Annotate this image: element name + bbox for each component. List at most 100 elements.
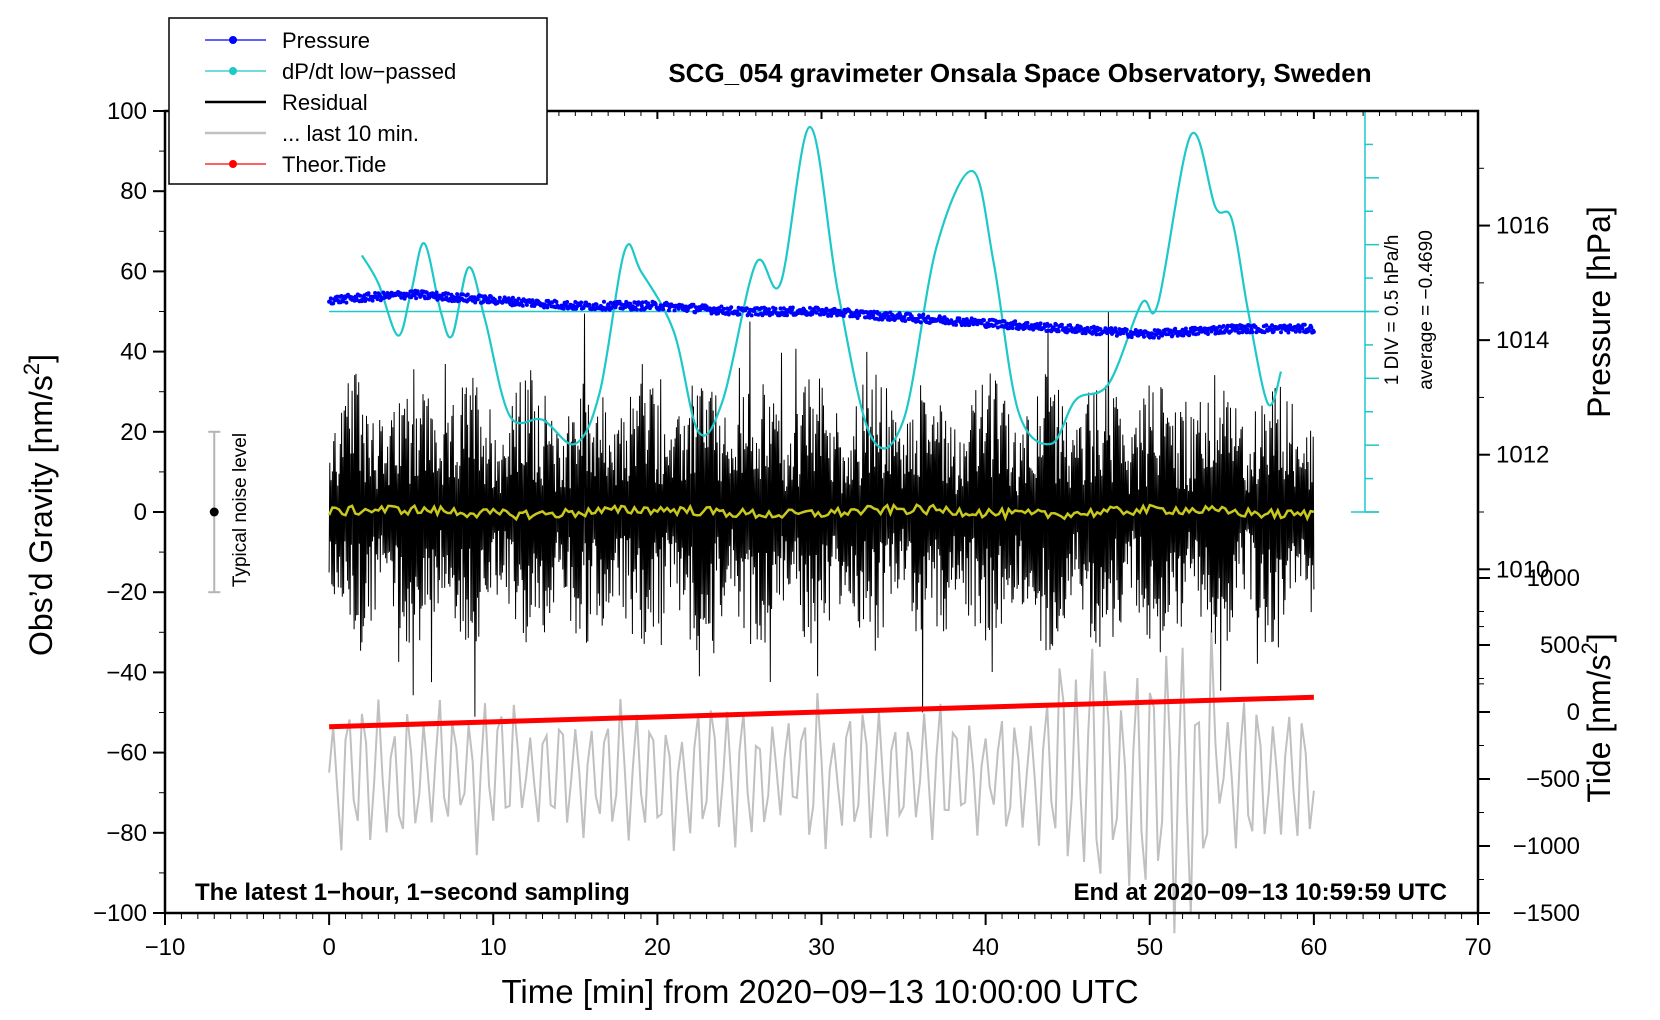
y-tick-label: 40	[120, 339, 147, 366]
pressure-point	[835, 313, 840, 318]
pressure-point	[818, 312, 823, 317]
y-tick-label: 20	[120, 419, 147, 446]
pressure-point	[1234, 323, 1239, 328]
pressure-point	[921, 312, 926, 317]
pressure-point	[460, 292, 465, 297]
pressure-point	[344, 300, 349, 305]
pressure-point	[1244, 330, 1249, 335]
pressure-point	[1091, 324, 1096, 329]
pressure-point	[1013, 319, 1018, 324]
pressure-point	[749, 313, 754, 318]
pressure-point	[1152, 328, 1157, 333]
tide-axis-label-suffix: ]	[1581, 633, 1617, 642]
pressure-point	[790, 305, 795, 310]
plot-area	[208, 110, 1379, 934]
x-tick-label: 20	[644, 934, 671, 961]
pressure-point	[871, 313, 876, 318]
pressure-point	[646, 301, 651, 306]
pressure-point	[1124, 327, 1129, 332]
y-axis-label: Obs’d Gravity [nm/s2]	[19, 354, 59, 656]
pressure-series	[327, 288, 1316, 340]
pressure-point	[1068, 323, 1073, 328]
pressure-axis-label: Pressure [hPa]	[1581, 206, 1617, 418]
pressure-point	[1309, 325, 1314, 330]
pressure-point	[510, 295, 515, 300]
pressure-point	[735, 309, 739, 314]
pressure-point	[1286, 330, 1291, 335]
pressure-point	[744, 306, 749, 311]
pressure-point	[639, 304, 644, 308]
tide-tick-label: 500	[1540, 632, 1580, 659]
pressure-point	[473, 300, 478, 305]
chart-title: SCG_054 gravimeter Onsala Space Observat…	[668, 58, 1371, 88]
pressure-point	[1044, 329, 1049, 333]
legend: Pressure dP/dt low−passed Residual ... last…	[168, 17, 548, 185]
pressure-point	[729, 305, 734, 310]
pressure-point	[1245, 327, 1250, 332]
pressure-point	[455, 292, 460, 297]
legend-label: Residual	[282, 90, 368, 115]
pressure-point	[841, 314, 846, 318]
tide-tick-label: 1000	[1527, 565, 1580, 592]
pressure-point	[1059, 322, 1064, 327]
smoothed-residual-series-line	[327, 502, 1315, 522]
pressure-point	[628, 301, 633, 306]
x-tick-label: 40	[972, 934, 999, 961]
x-tick-label: 10	[480, 934, 507, 961]
pressure-point	[903, 319, 908, 323]
y-tick-label: −40	[106, 659, 147, 686]
pressure-point	[1229, 329, 1233, 334]
x-tick-label: 70	[1465, 934, 1492, 961]
y-tick-label: −60	[106, 740, 147, 767]
pressure-point	[1113, 326, 1118, 331]
pressure-point	[909, 314, 914, 319]
tide-axis-label: Tide [nm/s2]	[1577, 633, 1617, 802]
pressure-point	[1196, 331, 1201, 336]
y-tick-label: 100	[107, 98, 147, 125]
pressure-point	[918, 320, 923, 325]
pressure-point	[1129, 335, 1134, 340]
pressure-tick-label: 1012	[1496, 442, 1549, 469]
pressure-point	[1307, 328, 1311, 333]
pressure-point	[1133, 328, 1138, 332]
pressure-point	[434, 290, 439, 295]
pressure-point	[545, 305, 550, 310]
tide-tick-label: −1500	[1513, 900, 1580, 927]
pressure-point	[1005, 321, 1009, 326]
pressure-point	[691, 302, 696, 307]
pressure-point	[370, 298, 375, 303]
pressure-point	[414, 296, 419, 301]
pressure-tick-label: 1014	[1496, 327, 1549, 354]
tide-axis-label-prefix: Tide [nm/s	[1581, 654, 1617, 802]
pressure-point	[1170, 333, 1175, 337]
legend-label: ... last 10 min.	[282, 121, 419, 146]
pressure-point	[1183, 326, 1188, 331]
pressure-point	[661, 307, 666, 312]
pressure-point	[886, 314, 891, 319]
pressure-point	[373, 291, 378, 295]
pressure-point	[1254, 330, 1259, 335]
pressure-point	[666, 308, 671, 313]
pressure-point	[726, 312, 731, 317]
pressure-tick-label: 1016	[1496, 213, 1549, 240]
pressure-point	[954, 322, 959, 327]
pressure-point	[1250, 330, 1255, 335]
x-tick-label: −10	[145, 934, 186, 961]
pressure-point	[1297, 329, 1302, 334]
annotation-left: The latest 1−hour, 1−second sampling	[195, 879, 630, 906]
tide-series-line	[329, 694, 1314, 730]
pressure-point	[926, 314, 931, 319]
pressure-point	[825, 308, 830, 313]
pressure-point	[814, 310, 819, 315]
tide-tick-label: 0	[1567, 699, 1580, 726]
y-axis-label-suffix: ]	[23, 354, 59, 363]
y-tick-label: 0	[134, 499, 147, 526]
pressure-point	[594, 302, 599, 307]
x-tick-label: 0	[322, 934, 335, 961]
pressure-point	[1206, 332, 1210, 336]
pressure-point	[992, 323, 997, 328]
pressure-point	[1271, 329, 1276, 334]
pressure-point	[619, 302, 624, 307]
y-axis-label-prefix: Obs’d Gravity [nm/s	[23, 375, 59, 656]
